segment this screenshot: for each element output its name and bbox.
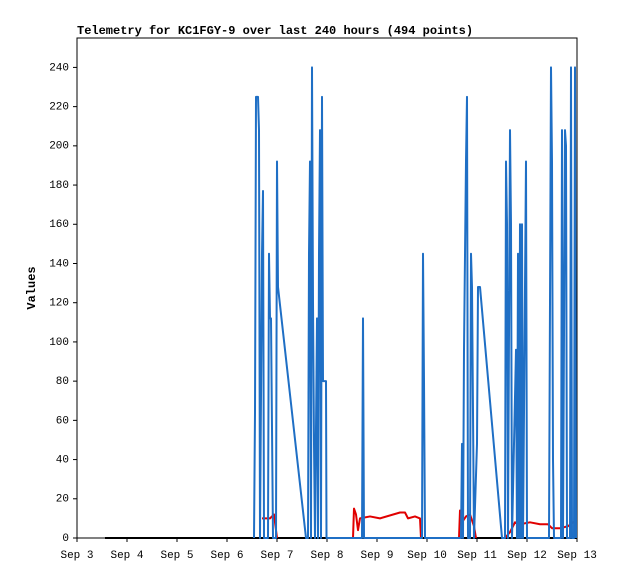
y-tick-label: 60 bbox=[56, 415, 69, 427]
x-tick-label: Sep 7 bbox=[260, 550, 293, 562]
chart-title: Telemetry for KC1FGY-9 over last 240 hou… bbox=[77, 24, 473, 38]
x-tick-label: Sep 8 bbox=[310, 550, 343, 562]
x-tick-label: Sep 4 bbox=[110, 550, 143, 562]
y-tick-label: 0 bbox=[62, 533, 69, 545]
x-tick-label: Sep 11 bbox=[457, 550, 497, 562]
x-tick-label: Sep 13 bbox=[557, 550, 597, 562]
x-tick-label: Sep 10 bbox=[407, 550, 447, 562]
y-tick-label: 40 bbox=[56, 454, 69, 466]
x-tick-label: Sep 6 bbox=[210, 550, 243, 562]
y-tick-label: 120 bbox=[49, 298, 69, 310]
y-tick-label: 240 bbox=[49, 62, 69, 74]
y-tick-label: 200 bbox=[49, 141, 69, 153]
x-tick-label: Sep 12 bbox=[507, 550, 547, 562]
y-tick-label: 180 bbox=[49, 180, 69, 192]
y-tick-label: 220 bbox=[49, 102, 69, 114]
x-tick-label: Sep 5 bbox=[160, 550, 193, 562]
y-tick-label: 20 bbox=[56, 494, 69, 506]
x-tick-label: Sep 9 bbox=[360, 550, 393, 562]
y-tick-label: 100 bbox=[49, 337, 69, 349]
y-tick-label: 160 bbox=[49, 219, 69, 231]
y-tick-label: 80 bbox=[56, 376, 69, 388]
y-axis-label: Values bbox=[25, 266, 39, 309]
x-tick-label: Sep 3 bbox=[60, 550, 93, 562]
y-tick-label: 140 bbox=[49, 258, 69, 270]
series-line bbox=[253, 66, 577, 539]
